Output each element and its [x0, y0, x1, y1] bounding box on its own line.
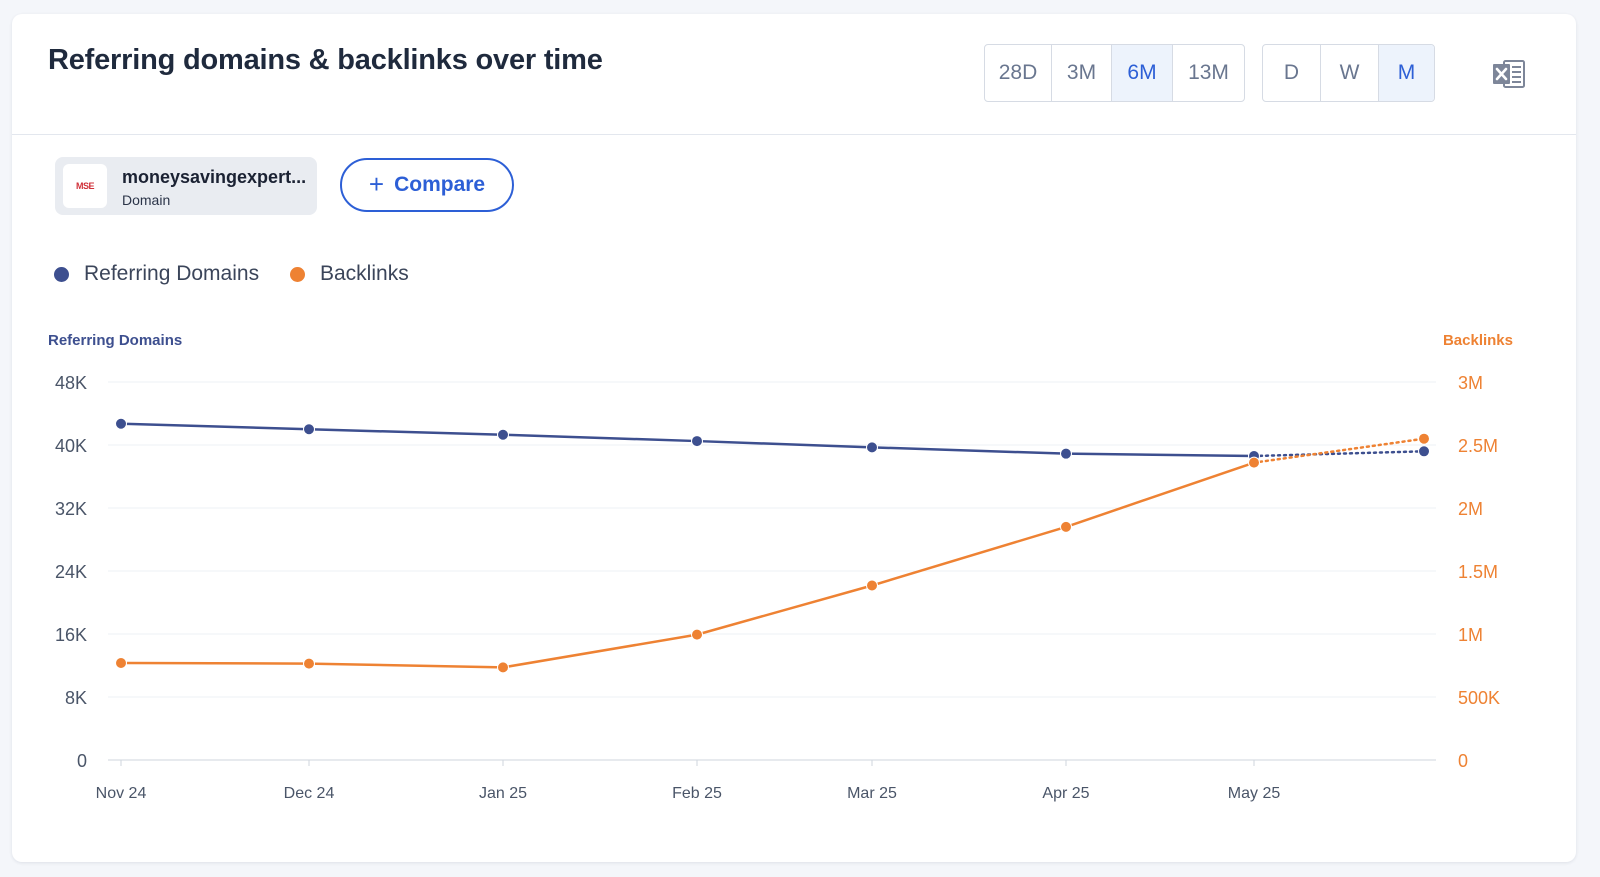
period-option-6m[interactable]: 6M [1111, 45, 1172, 101]
backlinks-line [120, 461, 1255, 669]
y-right-tick-label: 3M [1458, 373, 1483, 393]
x-tick-label: Dec 24 [284, 785, 335, 802]
backlinks-point [1060, 520, 1072, 533]
y-left-tick-label: 8K [65, 688, 87, 708]
legend-item-referring-domains[interactable]: Referring Domains [54, 262, 259, 286]
period-option-28d[interactable]: 28D [998, 61, 1038, 84]
target-type-label: Domain [122, 192, 171, 208]
x-tick-label: Nov 24 [96, 785, 147, 802]
referring-domains-point [866, 441, 878, 454]
line-chart: 0 0 8K 500K 16K 1M 24K 1.5M 32K 2M 40K 2.5M 48K 3M Ref… [48, 332, 1513, 802]
referring-domains-point [1418, 445, 1430, 458]
period-selector: 28D 3M 6M 13M [984, 44, 1245, 102]
backlinks-projection-line [1252, 437, 1426, 464]
card-title: Referring domains & backlinks over time [48, 44, 603, 76]
y-right-tick-label: 0 [1458, 751, 1468, 771]
y-right-tick-label: 500K [1458, 688, 1500, 708]
compare-label: Compare [394, 173, 486, 196]
y-right-tick-label: 2.5M [1458, 436, 1498, 456]
plus-icon: + [368, 168, 385, 199]
period-option-3m[interactable]: 3M [1051, 45, 1111, 101]
x-tick-label: Jan 25 [479, 785, 527, 802]
excel-icon[interactable] [1492, 58, 1526, 90]
granularity-option-month[interactable]: M [1378, 45, 1434, 101]
y-right-tick-label: 1.5M [1458, 562, 1498, 582]
y-right-tick-label: 1M [1458, 625, 1483, 645]
y-left-tick-label: 0 [77, 751, 87, 771]
backlinks-point [303, 657, 315, 670]
card-header: Referring domains & backlinks over time … [12, 14, 1576, 135]
x-tick-label: Mar 25 [847, 785, 897, 802]
backlinks-point [866, 579, 878, 592]
target-domain-chip[interactable]: MSE moneysavingexpert... Domain [55, 157, 317, 215]
granularity-option-day[interactable]: D [1283, 61, 1300, 84]
x-tick-label: Apr 25 [1042, 785, 1089, 802]
y-left-axis-title: Referring Domains [48, 332, 182, 349]
referring-domains-point [691, 435, 703, 448]
granularity-option-week[interactable]: W [1320, 45, 1378, 101]
backlinks-point [1248, 456, 1260, 469]
y-right-tick-label: 2M [1458, 499, 1483, 519]
y-left-tick-label: 16K [55, 625, 87, 645]
y-left-tick-label: 48K [55, 373, 87, 393]
x-tick-label: Feb 25 [672, 785, 722, 802]
y-left-tick-label: 24K [55, 562, 87, 582]
legend-label-referring-domains: Referring Domains [84, 262, 260, 285]
legend-dot-referring-domains [54, 266, 69, 282]
period-option-13m[interactable]: 13M [1172, 45, 1244, 101]
referring-domains-point [115, 417, 127, 430]
compare-button[interactable]: + Compare [340, 158, 514, 212]
referring-domains-line [120, 422, 1255, 458]
legend-dot-backlinks [290, 266, 305, 282]
referring-domains-point [1060, 447, 1072, 460]
legend-item-backlinks[interactable]: Backlinks [290, 262, 409, 286]
referring-domains-projection-line [1252, 450, 1426, 458]
referring-domains-point [497, 428, 509, 441]
referring-domains-point [303, 423, 315, 436]
site-favicon: MSE [63, 164, 107, 208]
backlinks-point [691, 628, 703, 641]
chart-card: Referring domains & backlinks over time … [12, 14, 1576, 862]
backlinks-point [115, 656, 127, 669]
granularity-selector: D W M [1262, 44, 1435, 102]
y-left-tick-label: 40K [55, 436, 87, 456]
x-tick-label: May 25 [1228, 785, 1281, 802]
y-right-axis-title: Backlinks [1443, 332, 1513, 349]
legend-label-backlinks: Backlinks [320, 262, 409, 285]
backlinks-point [1418, 432, 1430, 445]
backlinks-point [497, 661, 509, 674]
y-left-tick-label: 32K [55, 499, 87, 519]
